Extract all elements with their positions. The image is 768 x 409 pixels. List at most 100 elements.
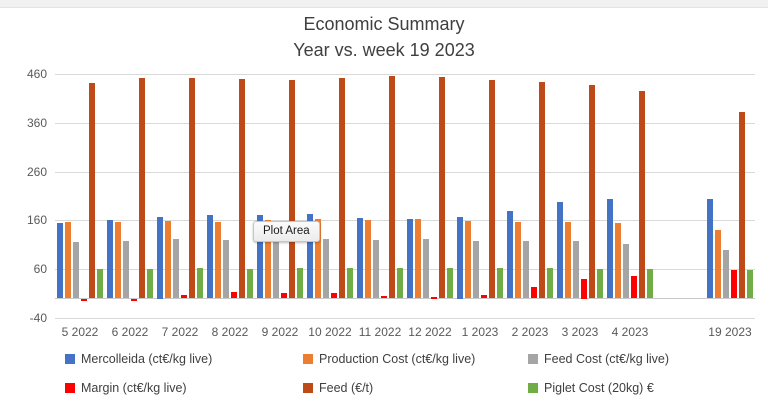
chart-bar[interactable] (156, 217, 163, 299)
chart-bar[interactable] (114, 221, 121, 299)
chart-bar[interactable] (547, 267, 554, 299)
chart-bar[interactable] (606, 199, 613, 299)
chart-bar[interactable] (197, 268, 204, 299)
x-axis-category-label: 19 2023 (708, 325, 752, 339)
chart-bar[interactable] (589, 84, 596, 299)
legend-label: Feed (€/t) (319, 381, 374, 395)
chart-bar[interactable] (172, 239, 179, 299)
chart-bar[interactable] (464, 221, 471, 299)
chart-bar[interactable] (89, 82, 96, 299)
chart-bar[interactable] (523, 241, 529, 299)
chart-bar[interactable] (331, 292, 338, 299)
chart-bar[interactable] (381, 296, 388, 299)
chart-bar[interactable] (239, 78, 246, 299)
legend-item-3[interactable]: Margin (ct€/kg live) (65, 381, 187, 395)
chart-bar[interactable] (164, 221, 171, 299)
chart-bar[interactable] (314, 219, 321, 299)
x-axis-category-label: 4 2023 (611, 325, 649, 339)
chart-bar[interactable] (414, 219, 421, 299)
chart-bar[interactable] (364, 219, 371, 299)
chart-bar[interactable] (306, 214, 313, 299)
chart-bar[interactable] (597, 268, 604, 299)
chart-bar[interactable] (472, 241, 479, 299)
chart-bar[interactable] (556, 201, 563, 299)
chart-bar[interactable] (106, 220, 113, 299)
chart-bar[interactable] (422, 239, 429, 299)
chart-bar[interactable] (322, 239, 329, 299)
chart-bar[interactable] (81, 298, 87, 301)
y-axis-tick-label: 360 (26, 116, 47, 130)
chart-bar[interactable] (131, 298, 138, 301)
chart-bar[interactable] (723, 249, 729, 299)
chart-bar[interactable] (247, 268, 254, 299)
chart-bar[interactable] (347, 268, 354, 299)
chart-bar[interactable] (64, 221, 71, 299)
chart-title-line1: Economic Summary (303, 14, 465, 34)
chart-bar[interactable] (397, 267, 404, 299)
chart-bar[interactable] (339, 77, 346, 299)
chart-bar[interactable] (289, 80, 296, 299)
plot-area-tooltip: Plot Area (253, 221, 320, 242)
chart-bar[interactable] (647, 268, 654, 299)
chart-bar[interactable] (297, 268, 304, 299)
chart-bar[interactable] (56, 222, 63, 299)
chart-bar[interactable] (623, 244, 629, 299)
chart-bar[interactable] (214, 222, 221, 299)
legend-item-4[interactable]: Feed (€/t) (303, 381, 373, 395)
chart-bar[interactable] (256, 214, 263, 299)
chart-bar[interactable] (506, 210, 513, 299)
legend-label: Production Cost (ct€/kg live) (319, 352, 476, 366)
chart-bar[interactable] (539, 81, 546, 299)
chart-bar[interactable] (564, 221, 571, 299)
chart-bar[interactable] (489, 80, 496, 299)
chart-bar[interactable] (406, 218, 413, 299)
chart-bar[interactable] (439, 76, 446, 299)
chart-bar[interactable] (639, 91, 646, 299)
legend-item-0[interactable]: Mercolleida (ct€/kg live) (65, 352, 212, 366)
chart-bar[interactable] (739, 112, 746, 299)
legend-label: Margin (ct€/kg live) (81, 381, 187, 395)
chart-bar[interactable] (372, 239, 379, 299)
chart-bar[interactable] (731, 269, 737, 299)
chart-bar[interactable] (231, 292, 238, 299)
chart-bar[interactable] (631, 275, 637, 299)
chart-bar[interactable] (281, 292, 288, 299)
chart-bar[interactable] (272, 240, 279, 299)
chart-bar[interactable] (497, 268, 504, 299)
chart-bar[interactable] (456, 217, 463, 299)
legend-item-5[interactable]: Piglet Cost (20kg) € (528, 381, 654, 395)
chart-bar[interactable] (431, 296, 438, 299)
chart-bar[interactable] (514, 221, 521, 299)
chart-bar[interactable] (481, 294, 488, 299)
chart-bar[interactable] (189, 77, 196, 299)
x-axis-category-label: 5 2022 (61, 325, 99, 339)
legend-item-1[interactable]: Production Cost (ct€/kg live) (303, 352, 475, 366)
legend-item-2[interactable]: Feed Cost (ct€/kg live) (528, 352, 669, 366)
chart-bar[interactable] (356, 218, 363, 299)
chart-bar[interactable] (73, 242, 79, 299)
gridline (55, 318, 755, 319)
chart-bar[interactable] (123, 240, 129, 299)
x-axis-category-label: 12 2022 (408, 325, 452, 339)
chart-bar[interactable] (206, 215, 213, 299)
chart-bar[interactable] (706, 199, 713, 299)
chart-bar[interactable] (714, 229, 721, 299)
chart-title-line2: Year vs. week 19 2023 (293, 40, 475, 60)
chart-bar[interactable] (97, 268, 104, 299)
y-axis-tick-label: -40 (29, 311, 47, 325)
chart-bar[interactable] (581, 279, 587, 299)
chart-bar[interactable] (747, 270, 754, 299)
chart-bar[interactable] (447, 268, 454, 299)
chart-title: Economic Summary Year vs. week 19 2023 (0, 11, 768, 63)
chart-bar[interactable] (573, 241, 579, 299)
chart-bar[interactable] (389, 76, 396, 299)
chart-bar[interactable] (147, 268, 154, 299)
x-axis-category-label: 7 2022 (161, 325, 199, 339)
chart-bar[interactable] (531, 287, 537, 299)
chart-bar[interactable] (139, 78, 146, 299)
chart-bar[interactable] (222, 240, 229, 299)
chart-bar[interactable] (181, 294, 188, 299)
chart-bar[interactable] (614, 223, 621, 299)
chart-bar[interactable] (264, 220, 271, 299)
